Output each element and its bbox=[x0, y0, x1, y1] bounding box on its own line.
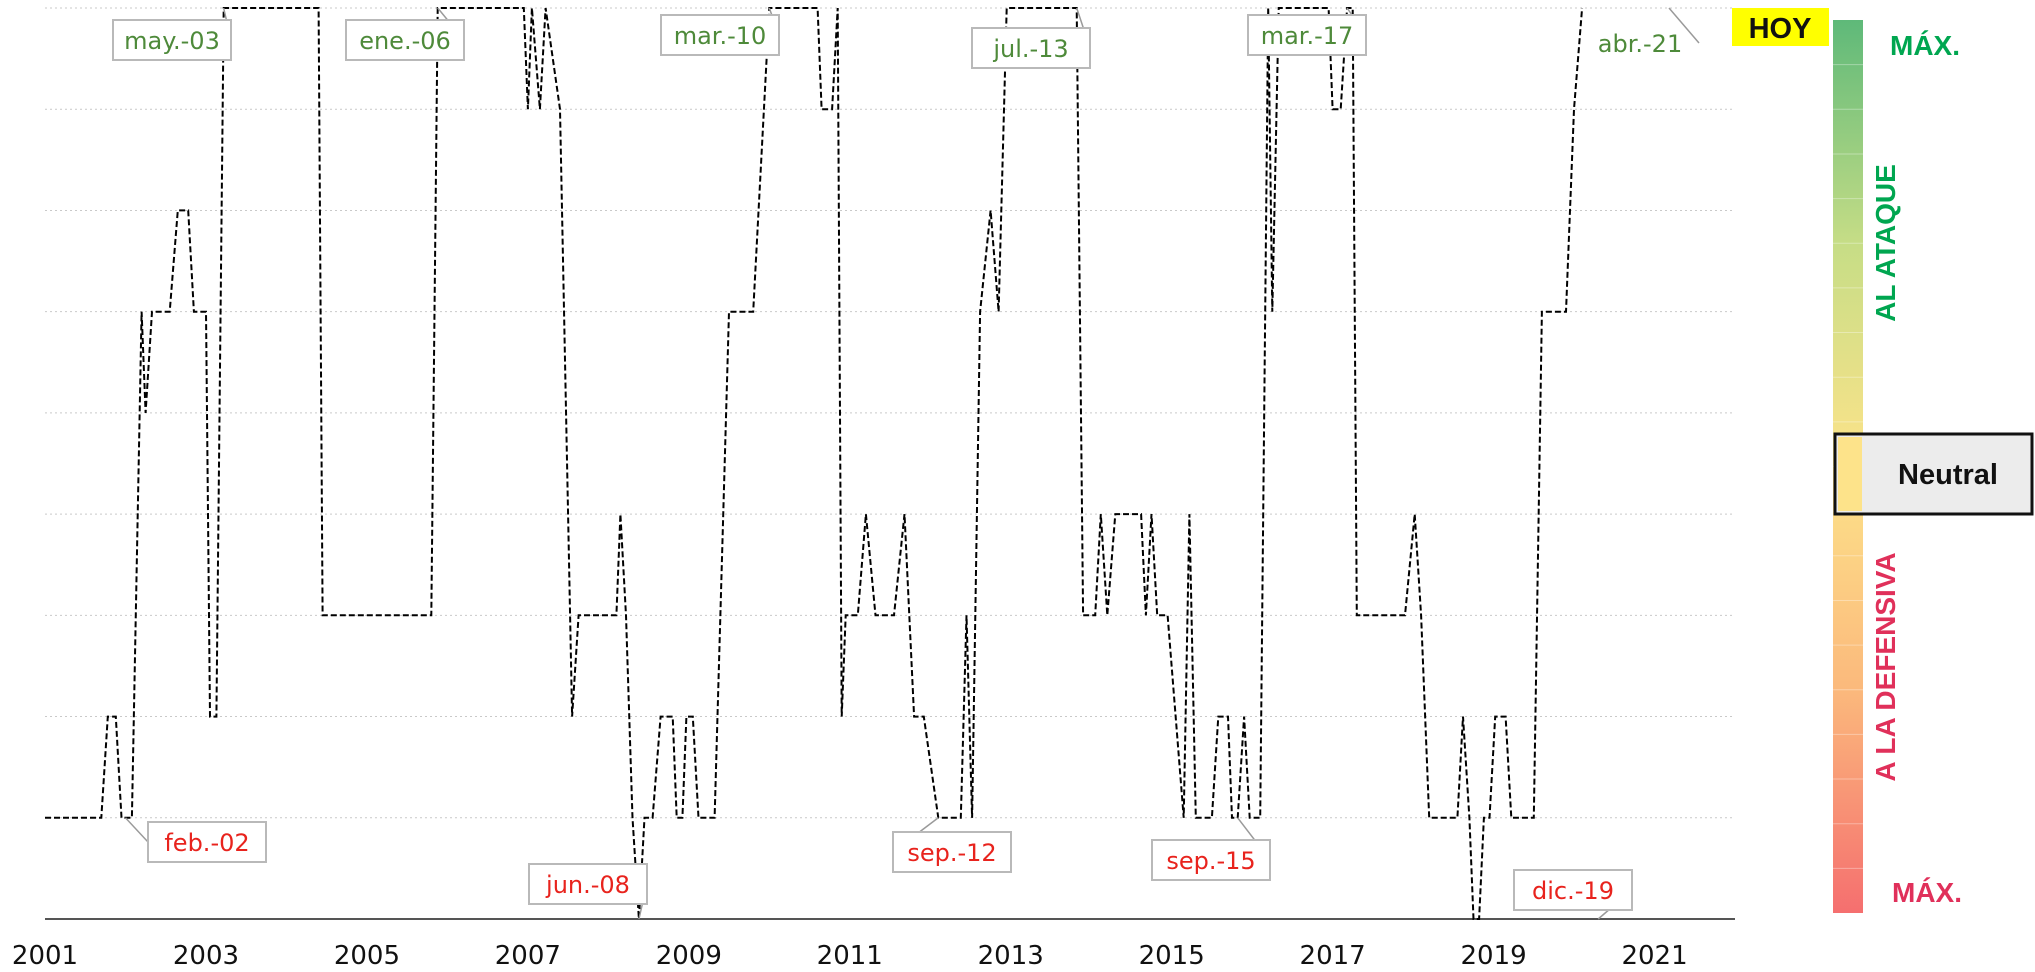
scale-bottom-label: MÁX. bbox=[1892, 877, 1962, 908]
trough-callout: jun.-08 bbox=[528, 863, 648, 920]
peak-trough-callouts: may.-03 ene.-06 mar.-10 jul.-13 mar.-17 abr.-… bbox=[112, 7, 1700, 920]
callout-label: feb.-02 bbox=[164, 829, 249, 857]
trough-callout: sep.-12 bbox=[892, 817, 1012, 873]
callout-box bbox=[528, 863, 648, 905]
callout-box bbox=[971, 27, 1091, 69]
x-tick-label: 2011 bbox=[817, 941, 883, 971]
trough-callout: sep.-15 bbox=[1151, 817, 1271, 881]
sentiment-scale: MÁX. MÁX. AL ATAQUE A LA DEFENSIVA Neutr… bbox=[1833, 20, 2034, 913]
x-tick-label: 2021 bbox=[1621, 941, 1687, 971]
callout-box bbox=[345, 19, 465, 61]
callout-box bbox=[112, 19, 232, 61]
x-tick-label: 2015 bbox=[1139, 941, 1205, 971]
scale-attack-label: AL ATAQUE bbox=[1870, 164, 1901, 322]
neutral-label: Neutral bbox=[1898, 459, 1998, 491]
x-tick-label: 2007 bbox=[495, 941, 561, 971]
gridlines bbox=[45, 7, 1735, 819]
x-tick-label: 2005 bbox=[334, 941, 400, 971]
callout-box bbox=[1151, 839, 1271, 881]
scale-defense-label: A LA DEFENSIVA bbox=[1870, 552, 1901, 781]
callout-label: may.-03 bbox=[124, 27, 220, 55]
trough-callout: feb.-02 bbox=[124, 817, 267, 863]
callout-box bbox=[660, 14, 780, 56]
callout-box bbox=[1247, 14, 1367, 56]
scale-top-label: MÁX. bbox=[1890, 30, 1960, 61]
x-tick-label: 2009 bbox=[656, 941, 722, 971]
callout-label: mar.-10 bbox=[674, 22, 767, 50]
callout-label: abr.-21 bbox=[1598, 30, 1682, 58]
callout-label: jun.-08 bbox=[545, 871, 630, 899]
callout-label: dic.-19 bbox=[1532, 877, 1614, 905]
series-line bbox=[45, 7, 1584, 920]
peak-callout: mar.-17 bbox=[1247, 7, 1367, 56]
callout-label: jul.-13 bbox=[992, 35, 1068, 63]
callout-label: sep.-12 bbox=[907, 839, 996, 867]
callout-box bbox=[147, 821, 267, 863]
neutral-swatch bbox=[1838, 437, 1862, 511]
callout-leader bbox=[124, 817, 149, 843]
peak-callout: may.-03 bbox=[112, 7, 232, 61]
callout-label: sep.-15 bbox=[1166, 847, 1255, 875]
hoy-badge-bg bbox=[1732, 8, 1829, 46]
peak-callout: ene.-06 bbox=[345, 7, 465, 61]
trough-callout: dic.-19 bbox=[1513, 869, 1633, 920]
peak-callout: abr.-21 bbox=[1598, 7, 1700, 58]
x-tick-label: 2017 bbox=[1300, 941, 1366, 971]
callout-label: mar.-17 bbox=[1261, 22, 1354, 50]
callout-box bbox=[892, 831, 1012, 873]
neutral-box bbox=[1833, 432, 2034, 516]
callout-leader bbox=[1668, 7, 1700, 44]
x-tick-label: 2003 bbox=[173, 941, 239, 971]
peak-callout: mar.-10 bbox=[660, 7, 780, 56]
x-tick-label: 2001 bbox=[12, 941, 78, 971]
callout-label: ene.-06 bbox=[359, 27, 451, 55]
x-tick-label: 2019 bbox=[1460, 941, 1526, 971]
hoy-label: HOY bbox=[1749, 13, 1812, 45]
callout-box bbox=[1513, 869, 1633, 911]
x-tick-label: 2013 bbox=[978, 941, 1044, 971]
x-axis-ticks: 2001 2003 2005 2007 2009 2011 2013 2015 2017 2019… bbox=[12, 941, 1688, 971]
peak-callout: jul.-13 bbox=[971, 7, 1091, 69]
hoy-badge: HOY bbox=[1732, 8, 1829, 46]
